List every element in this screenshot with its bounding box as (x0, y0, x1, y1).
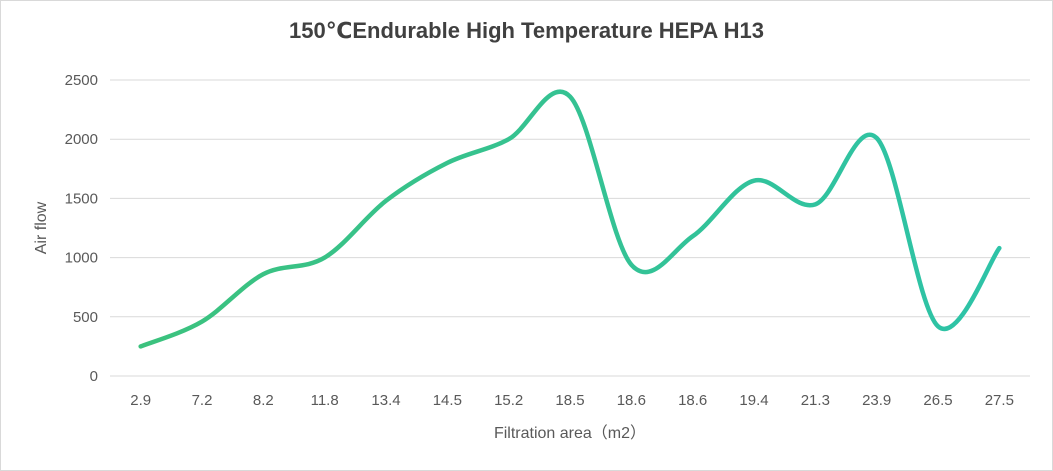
data-point (936, 324, 940, 328)
x-tick-label: 7.2 (192, 392, 213, 409)
series-line (138, 89, 1002, 349)
x-tick-label: 26.5 (923, 392, 952, 409)
data-point (997, 246, 1001, 250)
x-tick-label: 18.5 (555, 392, 584, 409)
data-point (813, 202, 817, 206)
data-point (323, 256, 327, 260)
x-tick-label: 21.3 (801, 392, 830, 409)
x-tick-label: 19.4 (739, 392, 768, 409)
x-tick-label: 11.8 (311, 392, 339, 409)
x-tick-label: 8.2 (253, 392, 274, 409)
series-layer (138, 89, 1002, 349)
x-tick-label: 14.5 (433, 392, 462, 409)
data-point (261, 272, 265, 276)
data-point (752, 179, 756, 183)
y-tick-label: 1000 (65, 250, 98, 267)
y-tick-label: 2500 (65, 72, 98, 89)
x-tick-label: 2.9 (130, 392, 151, 409)
y-tick-label: 1500 (65, 190, 98, 207)
x-tick-label: 18.6 (678, 392, 707, 409)
x-tick-label: 15.2 (494, 392, 523, 409)
x-tick-label: 27.5 (985, 392, 1014, 409)
data-point (568, 95, 572, 99)
data-point (691, 234, 695, 238)
grid-lines (110, 79, 1030, 377)
data-point (875, 136, 879, 140)
data-point (507, 137, 511, 141)
data-point (445, 161, 449, 165)
y-axis-label: Air flow (33, 201, 50, 254)
y-tick-label: 500 (73, 309, 98, 326)
data-point (139, 344, 143, 348)
y-tick-label: 0 (90, 368, 98, 385)
data-point (200, 320, 204, 324)
y-tick-label: 2000 (65, 131, 98, 148)
x-tick-label: 23.9 (862, 392, 891, 409)
data-point (629, 263, 633, 267)
x-tick-label: 13.4 (371, 392, 400, 409)
x-tick-label: 18.6 (617, 392, 646, 409)
data-point (384, 199, 388, 203)
chart-title: 150℃Endurable High Temperature HEPA H13 (289, 18, 764, 43)
y-axis-ticks: 0 500 1000 1500 2000 2500 (65, 72, 98, 385)
x-axis-label: Filtration area（m2） (494, 424, 646, 442)
x-axis-ticks: 2.9 7.2 8.2 11.8 13.4 14.5 15.2 18.5 18.6 18.6 19.… (130, 392, 1014, 409)
